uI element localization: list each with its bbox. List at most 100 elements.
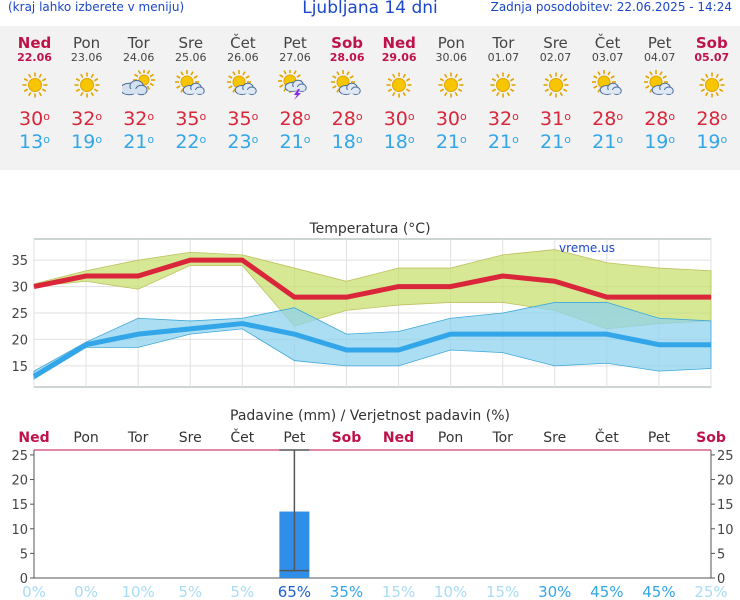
- sun-icon: [61, 68, 113, 102]
- y-tick-label-right: 10: [717, 523, 734, 538]
- temp-max-value: 30: [19, 108, 44, 130]
- temp-max: 30o: [373, 108, 425, 130]
- day-date: 01.07: [487, 51, 520, 64]
- temp-max: 32o: [477, 108, 529, 130]
- tmin-point: [398, 349, 400, 351]
- degree-sign: o: [355, 110, 363, 123]
- x-tick-label: Sre: [543, 430, 566, 446]
- temp-min: 22o: [165, 130, 217, 154]
- temp-min-value: 22: [175, 131, 200, 153]
- y-tick-label-left: 10: [11, 523, 28, 538]
- day-date: 30.06: [435, 51, 468, 64]
- day-date: 27.06: [279, 51, 311, 64]
- day-column: Sob 05.07 28o 19o: [686, 26, 738, 154]
- sun-icon: [373, 68, 425, 102]
- day-column: Pet 27.06 28o 21o: [269, 26, 321, 154]
- temp-min-value: 21: [592, 131, 617, 153]
- degree-sign: o: [251, 110, 259, 123]
- degree-sign: o: [407, 133, 415, 146]
- day-name: Pon: [437, 34, 465, 52]
- temp-min-value: 13: [19, 131, 44, 153]
- day-name: Ned: [382, 34, 416, 52]
- x-tick-label: Čet: [230, 428, 254, 446]
- y-tick-label-right: 5: [717, 547, 725, 562]
- temp-max-value: 32: [71, 108, 96, 130]
- tmin-point: [554, 333, 556, 335]
- x-tick-label: Čet: [595, 428, 619, 446]
- x-tick-label: Ned: [383, 430, 414, 446]
- tmin-point: [33, 375, 35, 377]
- temp-max: 30o: [425, 108, 477, 130]
- day-name: Sre: [178, 34, 204, 52]
- tmax-point: [345, 296, 347, 298]
- temp-min-value: 19: [644, 131, 669, 153]
- precip-probability: 0%: [74, 583, 98, 600]
- tmax-point: [450, 286, 452, 288]
- temp-min-value: 19: [71, 131, 96, 153]
- precip-chart-title: Padavine (mm) / Verjetnost padavin (%): [230, 408, 510, 424]
- temp-max-value: 28: [592, 108, 617, 130]
- y-tick-label: 15: [11, 360, 28, 375]
- temp-max: 35o: [217, 108, 269, 130]
- degree-sign: o: [147, 133, 155, 146]
- temp-min: 21o: [530, 130, 582, 154]
- tmax-point: [606, 296, 608, 298]
- day-date: 25.06: [175, 51, 207, 64]
- y-tick-label-left: 0: [20, 572, 28, 587]
- day-name: Pon: [72, 34, 101, 52]
- sun-icon: [9, 68, 61, 102]
- day-name: Sob: [695, 34, 728, 52]
- temp-max-value: 28: [279, 108, 304, 130]
- precip-probability: 10%: [434, 583, 467, 600]
- sun-cloud-icon: [217, 68, 269, 102]
- precipitation-chart: Padavine (mm) / Verjetnost padavin (%) Ne…: [11, 408, 734, 600]
- day-column: Pon 23.06 32o 19o: [61, 26, 113, 154]
- y-tick-label-left: 20: [11, 474, 28, 489]
- degree-sign: o: [668, 133, 676, 146]
- day-date: 24.06: [122, 51, 155, 64]
- sun-cloud-icon: [321, 68, 373, 102]
- temp-max: 32o: [113, 108, 165, 130]
- tmax-point: [710, 296, 712, 298]
- degree-sign: o: [720, 110, 728, 123]
- day-name: Sob: [331, 34, 364, 52]
- degree-sign: o: [199, 133, 207, 146]
- degree-sign: o: [355, 133, 363, 146]
- temp-max: 28o: [321, 108, 373, 130]
- sun-icon: [425, 68, 477, 102]
- precip-probability: 5%: [230, 583, 254, 600]
- day-column: Tor 01.07 32o 21o: [477, 26, 529, 154]
- day-name: Čet: [230, 34, 256, 52]
- degree-sign: o: [512, 133, 519, 146]
- tmin-range-band: [33, 302, 712, 380]
- temp-max: 28o: [269, 108, 321, 130]
- y-tick-label: 30: [11, 281, 28, 296]
- degree-sign: o: [720, 133, 728, 146]
- y-tick-label-right: 15: [717, 498, 734, 513]
- precip-probability: 25%: [694, 583, 727, 600]
- degree-sign: o: [564, 110, 571, 123]
- temp-min: 21o: [425, 130, 477, 154]
- tmax-line: [33, 257, 711, 300]
- precip-probability: 10%: [121, 583, 154, 600]
- sun-icon: [530, 68, 582, 102]
- temp-max: 31o: [530, 108, 582, 130]
- degree-sign: o: [251, 133, 259, 146]
- temp-min-value: 21: [123, 131, 148, 153]
- temp-max-value: 32: [487, 108, 513, 130]
- day-column: Ned 29.06 30o 18o: [373, 26, 425, 154]
- menu-hint: (kraj lahko izberete v meniju): [8, 0, 185, 14]
- day-date: 29.06: [381, 51, 417, 64]
- day-name: Ned: [17, 34, 52, 52]
- x-tick-label: Tor: [127, 430, 149, 446]
- y-tick-label: 35: [11, 254, 28, 269]
- day-date: 02.07: [539, 51, 572, 64]
- top-bar: (kraj lahko izberete v meniju) Ljubljana…: [0, 0, 740, 22]
- day-column: Sob 28.06 28o 18o: [321, 26, 373, 154]
- degree-sign: o: [303, 133, 311, 146]
- temp-min: 13o: [9, 130, 61, 154]
- tmin-point: [241, 323, 243, 325]
- precip-probability: 30%: [538, 583, 571, 600]
- temp-min: 23o: [217, 130, 269, 154]
- x-tick-label: Pet: [648, 430, 671, 446]
